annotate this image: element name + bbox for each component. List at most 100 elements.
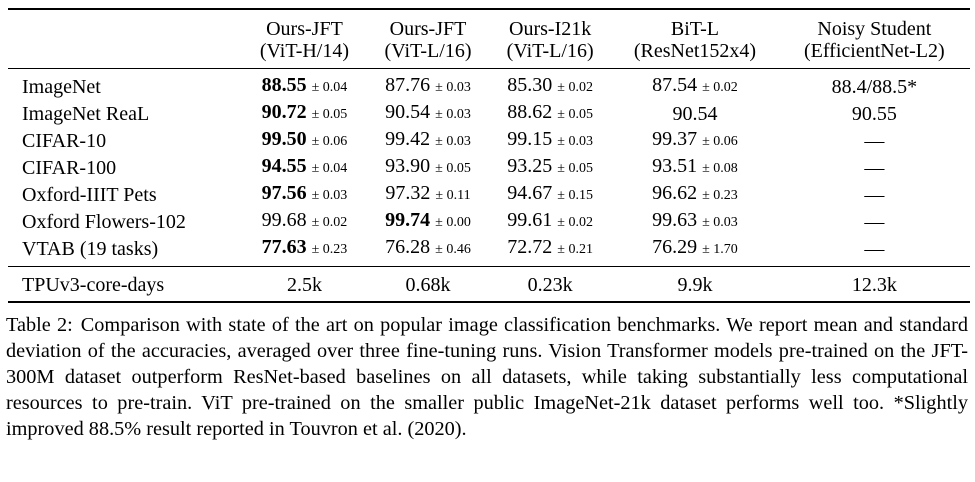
header-model-4: BiT-L — [670, 18, 720, 40]
caption-text: Comparison with state of the art on popu… — [6, 314, 968, 440]
result-cell: 93.90 ± 0.05 — [367, 154, 489, 181]
dataset-name: VTAB (19 tasks) — [22, 237, 159, 260]
compute-value: 0.23k — [489, 266, 612, 302]
std-dev: ± 0.21 — [557, 242, 593, 257]
result-cell: 87.76 ± 0.03 — [366, 68, 490, 100]
accuracy-value: 99.15 — [507, 128, 553, 150]
header-arch-2: (ViT-L/16) — [384, 40, 472, 62]
result-cell: 99.50 ± 0.06 — [242, 127, 367, 154]
std-dev: ± 0.06 — [311, 134, 348, 149]
accuracy-value: 94.55 — [261, 155, 307, 177]
accuracy-value: 76.28 — [385, 236, 431, 258]
std-dev: ± 0.06 — [702, 134, 738, 149]
accuracy-value: 99.37 — [652, 128, 698, 150]
header-corner-sub — [8, 40, 242, 69]
header-arch-4: (ResNet152x4) — [633, 40, 757, 62]
dataset-name: ImageNet ReaL — [22, 102, 150, 125]
std-dev: ± 0.03 — [435, 80, 471, 95]
accuracy-value: — — [864, 156, 885, 179]
accuracy-value: 77.63 — [261, 236, 307, 258]
std-dev: ± 0.11 — [435, 188, 471, 203]
results-table: Ours-JFT Ours-JFT Ours-I21k BiT-L Noisy … — [8, 8, 970, 303]
accuracy-value: 90.55 — [851, 102, 897, 125]
std-dev: ± 1.70 — [702, 242, 738, 257]
result-cell: 76.28 ± 0.46 — [367, 235, 489, 267]
header-row-1: Ours-JFT Ours-JFT Ours-I21k BiT-L Noisy … — [8, 9, 970, 40]
table-row: ImageNet 88.55 ± 0.04 87.76 ± 0.03 85.30 ± … — [8, 68, 970, 100]
std-dev: ± 0.05 — [557, 161, 593, 176]
dataset-name: CIFAR-100 — [22, 156, 117, 179]
std-dev: ± 0.23 — [702, 188, 738, 203]
std-dev: ± 0.04 — [311, 80, 348, 95]
std-dev: ± 0.02 — [702, 80, 738, 95]
accuracy-value: 93.51 — [652, 155, 698, 177]
std-dev: ± 0.23 — [311, 242, 348, 257]
result-cell: 93.51 ± 0.08 — [611, 154, 778, 181]
result-cell: 99.63 ± 0.03 — [611, 208, 778, 235]
result-cell: — — [779, 127, 970, 154]
result-cell: 97.32 ± 0.11 — [367, 181, 489, 208]
accuracy-value: 99.42 — [385, 128, 431, 150]
accuracy-value: 93.25 — [507, 155, 553, 177]
compute-value: 9.9k — [611, 266, 779, 302]
result-cell: 88.62 ± 0.05 — [489, 100, 611, 127]
accuracy-value: 88.62 — [507, 101, 553, 123]
accuracy-value: 94.67 — [507, 182, 553, 204]
table-row: VTAB (19 tasks) 77.63 ± 0.23 76.28 ± 0.46 7… — [8, 235, 970, 267]
accuracy-value: 96.62 — [652, 182, 698, 204]
header-arch-1: (ViT-H/14) — [259, 40, 350, 62]
accuracy-value: 99.61 — [507, 209, 553, 231]
header-corner — [8, 9, 242, 40]
result-cell: 85.30 ± 0.02 — [489, 68, 612, 100]
dataset-name: CIFAR-10 — [22, 129, 107, 152]
table-row: CIFAR-10 99.50 ± 0.06 99.42 ± 0.03 99.15 ± … — [8, 127, 970, 154]
caption-label: Table 2: — [6, 314, 73, 336]
result-cell: — — [779, 208, 970, 235]
std-dev: ± 0.03 — [557, 134, 593, 149]
accuracy-value: 85.30 — [507, 74, 553, 96]
accuracy-value: 88.55 — [261, 74, 307, 96]
result-cell: 94.55 ± 0.04 — [242, 154, 367, 181]
header-arch-3: (ViT-L/16) — [506, 40, 594, 62]
std-dev: ± 0.08 — [702, 161, 738, 176]
std-dev: ± 0.03 — [311, 188, 348, 203]
result-cell: 99.74 ± 0.00 — [367, 208, 489, 235]
dataset-name: ImageNet — [8, 68, 242, 100]
accuracy-value: 99.50 — [261, 128, 307, 150]
result-cell: 87.54 ± 0.02 — [611, 68, 779, 100]
std-dev: ± 0.05 — [557, 107, 593, 122]
result-cell: 76.29 ± 1.70 — [611, 235, 778, 267]
dataset-name: Oxford Flowers-102 — [22, 210, 186, 233]
compute-value: 12.3k — [778, 266, 970, 302]
accuracy-value: — — [864, 129, 885, 152]
accuracy-value: 99.63 — [652, 209, 698, 231]
accuracy-value: 99.68 — [261, 209, 307, 231]
accuracy-value: 76.29 — [652, 236, 698, 258]
result-cell: 88.55 ± 0.04 — [241, 68, 367, 100]
result-cell: — — [779, 235, 970, 267]
accuracy-value: 90.54 — [385, 101, 431, 123]
accuracy-value: — — [864, 237, 885, 260]
std-dev: ± 0.04 — [311, 161, 348, 176]
std-dev: ± 0.03 — [435, 107, 471, 122]
result-cell: 99.61 ± 0.02 — [489, 208, 611, 235]
accuracy-value: — — [864, 183, 885, 206]
accuracy-value: 87.54 — [652, 74, 698, 96]
dataset-name: Oxford-IIIT Pets — [22, 183, 157, 206]
result-cell: 72.72 ± 0.21 — [489, 235, 611, 267]
result-cell: 90.54 — [611, 100, 778, 127]
std-dev: ± 0.03 — [435, 134, 471, 149]
result-cell: 99.15 ± 0.03 — [489, 127, 611, 154]
header-model-3: Ours-I21k — [509, 18, 592, 40]
result-cell: 90.55 — [779, 100, 970, 127]
result-cell: 99.42 ± 0.03 — [367, 127, 489, 154]
compute-value: 2.5k — [241, 266, 367, 302]
results-table-container: Ours-JFT Ours-JFT Ours-I21k BiT-L Noisy … — [8, 8, 970, 303]
result-cell: 99.68 ± 0.02 — [242, 208, 367, 235]
accuracy-value: 87.76 — [385, 74, 431, 96]
std-dev: ± 0.02 — [557, 80, 593, 95]
std-dev: ± 0.15 — [557, 188, 593, 203]
std-dev: ± 0.05 — [311, 107, 348, 122]
table-body: ImageNet 88.55 ± 0.04 87.76 ± 0.03 85.30 ± … — [8, 68, 970, 267]
result-cell: 90.54 ± 0.03 — [367, 100, 489, 127]
